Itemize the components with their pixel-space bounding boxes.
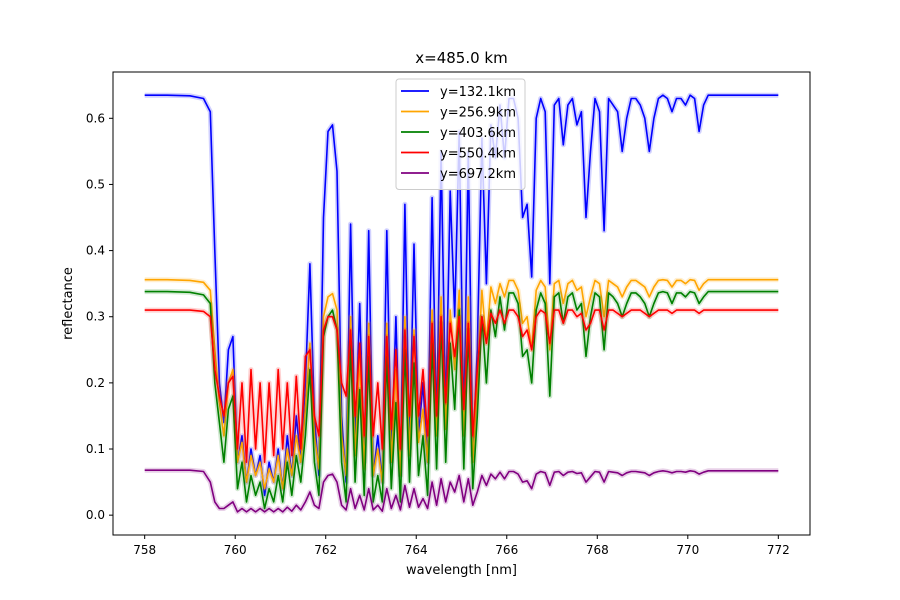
- y-axis: 0.0 0.1 0.2 0.3 0.4 0.5 0.6: [86, 111, 113, 522]
- x-tick-label: 760: [224, 543, 247, 557]
- legend-label: y=256.9km: [440, 106, 516, 121]
- legend-box: [395, 78, 526, 190]
- x-tick-label: 758: [133, 543, 156, 557]
- plot-frame: [112, 71, 811, 536]
- legend-label: y=697.2km: [440, 167, 516, 182]
- x-axis-label: wavelength [nm]: [406, 563, 517, 578]
- x-tick-label: 764: [405, 543, 428, 557]
- x-tick-label: 766: [495, 543, 518, 557]
- y-tick-label: 0.0: [86, 508, 105, 522]
- y-axis-label: reflectance: [61, 267, 76, 340]
- x-axis: 758 760 762 764 766 768 770 772: [133, 535, 790, 557]
- x-tick-label: 768: [586, 543, 609, 557]
- series-layer: [144, 92, 779, 515]
- series-line-4: [144, 309, 779, 464]
- y-tick-label: 0.2: [86, 376, 105, 390]
- y-tick-label: 0.6: [86, 111, 105, 125]
- x-tick-label: 772: [767, 543, 790, 557]
- x-tick-label: 770: [676, 543, 699, 557]
- y-tick-label: 0.4: [86, 244, 105, 258]
- y-tick-label: 0.5: [86, 177, 105, 191]
- legend-label: y=132.1km: [440, 85, 516, 100]
- legend-label: y=550.4km: [440, 147, 516, 162]
- legend: y=132.1km y=256.9km y=403.6km y=550.4km y=69…: [395, 78, 526, 190]
- y-tick-label: 0.1: [86, 442, 105, 456]
- series-line-3: [144, 290, 779, 510]
- chart-title: x=485.0 km: [415, 49, 507, 67]
- y-tick-label: 0.3: [86, 310, 105, 324]
- series-line-5: [144, 469, 779, 513]
- x-tick-label: 762: [314, 543, 337, 557]
- legend-label: y=403.6km: [440, 126, 516, 141]
